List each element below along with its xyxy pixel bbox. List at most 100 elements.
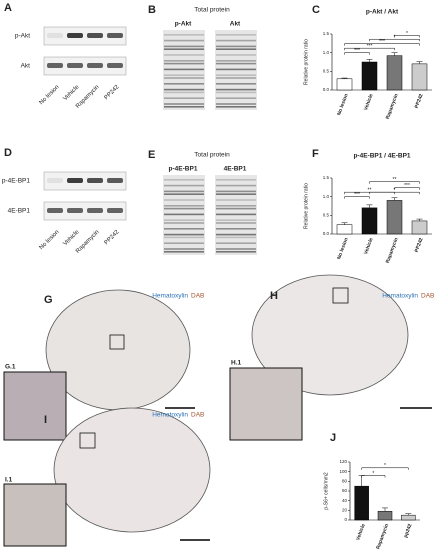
zoom-box — [332, 287, 349, 304]
bar — [401, 514, 416, 521]
blot-band — [67, 33, 83, 38]
error-bar — [416, 61, 423, 64]
gel-title: Total protein — [194, 7, 230, 14]
error-bar — [416, 218, 423, 221]
y-tick-label: 100 — [339, 469, 347, 474]
gel-band — [216, 233, 256, 236]
gel-band — [164, 184, 204, 187]
blot-band — [87, 208, 103, 213]
lane-label: No lesion — [39, 84, 61, 106]
histology-shapes — [3, 274, 432, 547]
gel-band — [164, 103, 204, 105]
blot-band — [67, 63, 83, 68]
chart-title: p-4E-BP1 / 4E-BP1 — [353, 153, 410, 160]
gel-band — [216, 91, 256, 94]
bar — [411, 63, 428, 91]
gel-band — [216, 207, 256, 210]
gel-band — [216, 248, 256, 250]
bar — [361, 61, 378, 91]
significance-label: *** — [367, 44, 373, 50]
significance-label: ** — [368, 188, 372, 194]
bar — [386, 200, 403, 235]
y-tick-label: 1.0 — [323, 50, 330, 55]
gel-band — [216, 77, 256, 79]
gel-label: 4E-BP1 — [224, 166, 247, 173]
gel-band — [164, 39, 204, 42]
gel-band — [216, 88, 256, 91]
gel-band — [164, 91, 204, 94]
gel-band — [164, 205, 204, 207]
panel-label: G — [44, 294, 53, 306]
gel-band — [164, 236, 204, 239]
tissue-section — [45, 289, 191, 411]
blot-band — [47, 33, 63, 38]
gel-band — [216, 236, 256, 239]
bar — [361, 207, 378, 235]
panel-label: A — [4, 2, 12, 14]
gel-band — [164, 34, 204, 36]
gel-band — [164, 233, 204, 236]
significance-bracket — [344, 47, 395, 51]
gel-band — [216, 193, 256, 195]
y-tick-label: 120 — [339, 459, 347, 464]
significance-label: * — [406, 31, 408, 37]
gel-band — [216, 62, 256, 65]
gel-title: Total protein — [194, 152, 230, 159]
significance-bracket — [344, 43, 420, 46]
blot-band — [47, 63, 63, 68]
gel-band — [164, 193, 204, 195]
y-tick-label: 0.5 — [323, 213, 330, 218]
error-bar — [341, 77, 348, 79]
inset-label: H.1 — [231, 360, 242, 367]
y-tick-label: 40 — [342, 498, 348, 503]
gel-band — [216, 34, 256, 36]
y-tick-label: 0 — [344, 517, 347, 522]
panel-label: C — [312, 4, 320, 16]
gel-band — [164, 48, 204, 50]
gel-band — [164, 83, 204, 85]
blot-band — [67, 208, 83, 213]
blot-band — [107, 208, 123, 213]
significance-bracket — [369, 38, 420, 42]
panel-label: B — [148, 4, 156, 16]
significance-label: *** — [354, 192, 360, 198]
error-bar — [366, 59, 373, 62]
blot-row-label: Akt — [21, 63, 31, 70]
gel-band — [164, 45, 204, 48]
gel-band — [216, 199, 256, 201]
blot-strip — [43, 56, 127, 76]
panel-label: I — [44, 414, 47, 426]
blot-band — [87, 63, 103, 68]
panel-label: F — [312, 148, 319, 160]
gel-band — [216, 184, 256, 187]
error-bar — [341, 222, 348, 225]
gel-band — [164, 68, 204, 71]
y-axis-label: Relative protein ratio — [303, 39, 309, 85]
y-tick-label: 0.0 — [323, 87, 330, 92]
significance-bracket — [344, 196, 370, 199]
chart-title: p-Akt / Akt — [366, 9, 399, 16]
significance-bracket — [394, 35, 420, 38]
gel-band — [164, 242, 204, 244]
gel-band — [216, 74, 256, 76]
gel-band — [216, 68, 256, 71]
zoom-box — [79, 432, 96, 449]
bar — [336, 224, 353, 235]
significance-label: ** — [393, 177, 397, 183]
significance-label: *** — [354, 48, 360, 54]
panel-label: J — [330, 432, 336, 444]
x-tick-label: No lesion — [336, 237, 349, 260]
gel-band — [216, 45, 256, 48]
blot-row-label: 4E-BP1 — [8, 208, 31, 215]
gel-band — [164, 222, 204, 224]
x-tick-label: Vehicle — [355, 523, 367, 541]
significance-bracket — [344, 52, 370, 55]
error-bar — [366, 204, 373, 208]
gel-band — [164, 219, 204, 221]
y-tick-label: 20 — [342, 508, 348, 513]
blot-band — [107, 33, 123, 38]
significance-label: * — [394, 188, 396, 194]
inset-image — [229, 367, 303, 441]
significance-label: * — [384, 463, 386, 469]
x-tick-label: PP242 — [414, 237, 425, 253]
